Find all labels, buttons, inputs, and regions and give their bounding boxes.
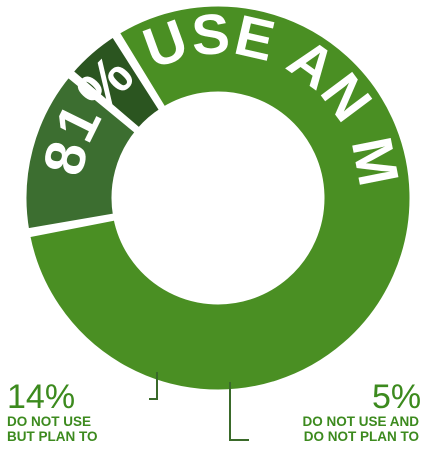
donut-slices — [21, 1, 415, 395]
noplan-description-line2: DO NOT PLAN TO — [303, 429, 419, 444]
plan-connector-line — [149, 372, 158, 400]
noplan-connector-line — [229, 382, 249, 441]
plan-description: DO NOT USE BUT PLAN TO — [7, 414, 98, 444]
plan-description-line1: DO NOT USE — [7, 414, 92, 429]
noplan-description: DO NOT USE AND DO NOT PLAN TO — [302, 414, 419, 444]
noplan-percent-label: 5% — [372, 378, 422, 416]
plan-percent-label: 14% — [7, 378, 76, 416]
slice-use-msp — [25, 1, 415, 395]
noplan-description-line1: DO NOT USE AND — [302, 414, 419, 429]
slice-no-plan — [68, 32, 165, 133]
plan-description-line2: BUT PLAN TO — [7, 429, 98, 444]
slice-plan-to — [21, 72, 141, 234]
